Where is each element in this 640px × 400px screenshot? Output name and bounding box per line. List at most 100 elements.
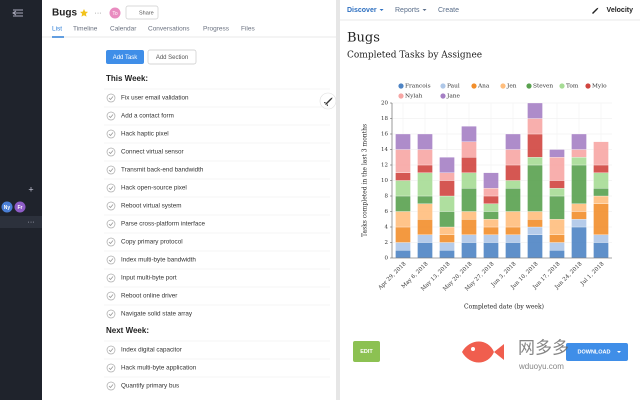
y-tick-label: 6 xyxy=(385,209,389,215)
edit-button[interactable] xyxy=(353,341,380,362)
bar-segment xyxy=(395,195,411,212)
check-mark xyxy=(108,258,114,263)
bar-segment xyxy=(527,118,543,135)
task-check[interactable] xyxy=(106,93,116,103)
legend-swatch xyxy=(440,83,446,89)
y-tick-label: 20 xyxy=(381,101,388,107)
project-panel xyxy=(42,0,340,400)
task-name[interactable]: Hack multi-byte application xyxy=(121,365,197,372)
add-task-button[interactable] xyxy=(106,50,144,64)
task-check[interactable] xyxy=(106,201,116,211)
task-name[interactable]: Navigate solid state array xyxy=(121,311,193,318)
avatar[interactable] xyxy=(1,201,13,213)
bar-segment xyxy=(505,133,521,150)
bar-segment xyxy=(527,226,543,235)
download-label[interactable]: DOWNLOAD xyxy=(578,349,611,355)
legend-label: Paul xyxy=(447,84,460,90)
task-check[interactable] xyxy=(106,255,116,265)
task-name[interactable]: Input multi-byte port xyxy=(121,275,177,282)
task-name[interactable]: Copy primary protocol xyxy=(121,239,183,246)
bar-segment xyxy=(439,211,455,228)
task-name[interactable]: Parse cross-platform interface xyxy=(121,221,205,228)
task-check[interactable] xyxy=(106,165,116,175)
task-name[interactable]: Hack open-source pixel xyxy=(121,185,187,192)
share-button[interactable] xyxy=(125,5,159,20)
bar-segment xyxy=(571,226,587,259)
add-task-label[interactable]: Add Task xyxy=(113,55,139,61)
y-tick-label: 2 xyxy=(385,240,389,246)
check-mark xyxy=(108,222,114,227)
task-name[interactable]: Reboot online driver xyxy=(121,293,177,300)
task-name[interactable]: Connect virtual sensor xyxy=(121,149,184,156)
add-section-button[interactable] xyxy=(147,49,197,65)
tab[interactable]: Conversations xyxy=(148,26,190,33)
section-heading: Next Week: xyxy=(106,326,149,335)
legend-label: Mylo xyxy=(592,84,607,90)
task-name[interactable]: Index multi-byte bandwidth xyxy=(121,257,196,264)
bar-segment xyxy=(549,219,565,235)
legend-swatch xyxy=(440,93,446,99)
project-title: Bugs xyxy=(52,8,77,19)
download-button[interactable] xyxy=(566,343,628,361)
task-check[interactable] xyxy=(106,273,116,283)
share-label[interactable]: Share xyxy=(139,10,154,16)
task-name[interactable]: Hack haptic pixel xyxy=(121,131,169,138)
nav-item[interactable]: Reports xyxy=(395,7,420,14)
check-mark xyxy=(108,132,114,137)
tab[interactable]: Calendar xyxy=(110,26,137,33)
bar-segment xyxy=(483,219,499,228)
watermark-url: wduoyu.com xyxy=(518,362,564,371)
task-name[interactable]: Transmit back-end bandwidth xyxy=(121,167,204,174)
download-caret xyxy=(617,351,621,353)
bar-segment xyxy=(417,203,433,220)
task-name[interactable]: Index digital capacitor xyxy=(121,347,182,354)
task-check[interactable] xyxy=(106,291,116,301)
y-tick-label: 14 xyxy=(381,147,388,153)
task-check[interactable] xyxy=(106,147,116,157)
tab[interactable]: List xyxy=(52,26,62,33)
avatar[interactable] xyxy=(14,201,26,213)
bar-segment xyxy=(439,234,455,243)
bar-segment xyxy=(417,195,433,204)
task-check[interactable] xyxy=(106,363,116,373)
star-icon[interactable] xyxy=(80,9,88,17)
task-check[interactable] xyxy=(106,129,116,139)
bar-segment xyxy=(461,242,477,259)
edit-label[interactable]: EDIT xyxy=(360,349,373,355)
menu-icon[interactable] xyxy=(12,9,23,17)
bar-segment xyxy=(461,188,477,212)
tab[interactable]: Progress xyxy=(203,26,230,33)
bar-segment xyxy=(483,211,499,220)
bar-segment xyxy=(395,149,411,173)
y-tick-label: 10 xyxy=(381,178,388,184)
bar-segment xyxy=(549,157,565,181)
task-check[interactable] xyxy=(106,237,116,247)
task-check[interactable] xyxy=(106,183,116,193)
task-name[interactable]: Reboot virtual system xyxy=(121,203,182,210)
legend-swatch xyxy=(398,93,404,99)
y-tick-label: 8 xyxy=(385,194,389,200)
bar-segment xyxy=(439,250,455,259)
task-check[interactable] xyxy=(106,345,116,355)
bar-segment xyxy=(395,211,411,228)
brand: Velocity xyxy=(607,7,634,14)
task-check[interactable] xyxy=(106,381,116,391)
task-name[interactable]: Fix user email validation xyxy=(121,95,189,102)
task-check[interactable] xyxy=(106,219,116,229)
tab[interactable]: Files xyxy=(241,26,255,33)
add-section-label[interactable]: Add Section xyxy=(156,55,188,61)
bar-segment xyxy=(505,234,521,243)
bar-segment xyxy=(593,234,609,243)
bar-segment xyxy=(549,242,565,251)
task-name[interactable]: Quantify primary bus xyxy=(121,383,179,390)
bar-segment xyxy=(461,141,477,158)
bar-segment xyxy=(593,195,609,204)
task-check[interactable] xyxy=(106,111,116,121)
nav-item[interactable]: Discover xyxy=(347,7,377,14)
nav-item[interactable]: Create xyxy=(438,7,459,14)
task-name[interactable]: Add a contact form xyxy=(121,113,174,120)
task-check[interactable] xyxy=(106,309,116,319)
bar-segment xyxy=(461,172,477,189)
tab[interactable]: Timeline xyxy=(73,26,98,33)
